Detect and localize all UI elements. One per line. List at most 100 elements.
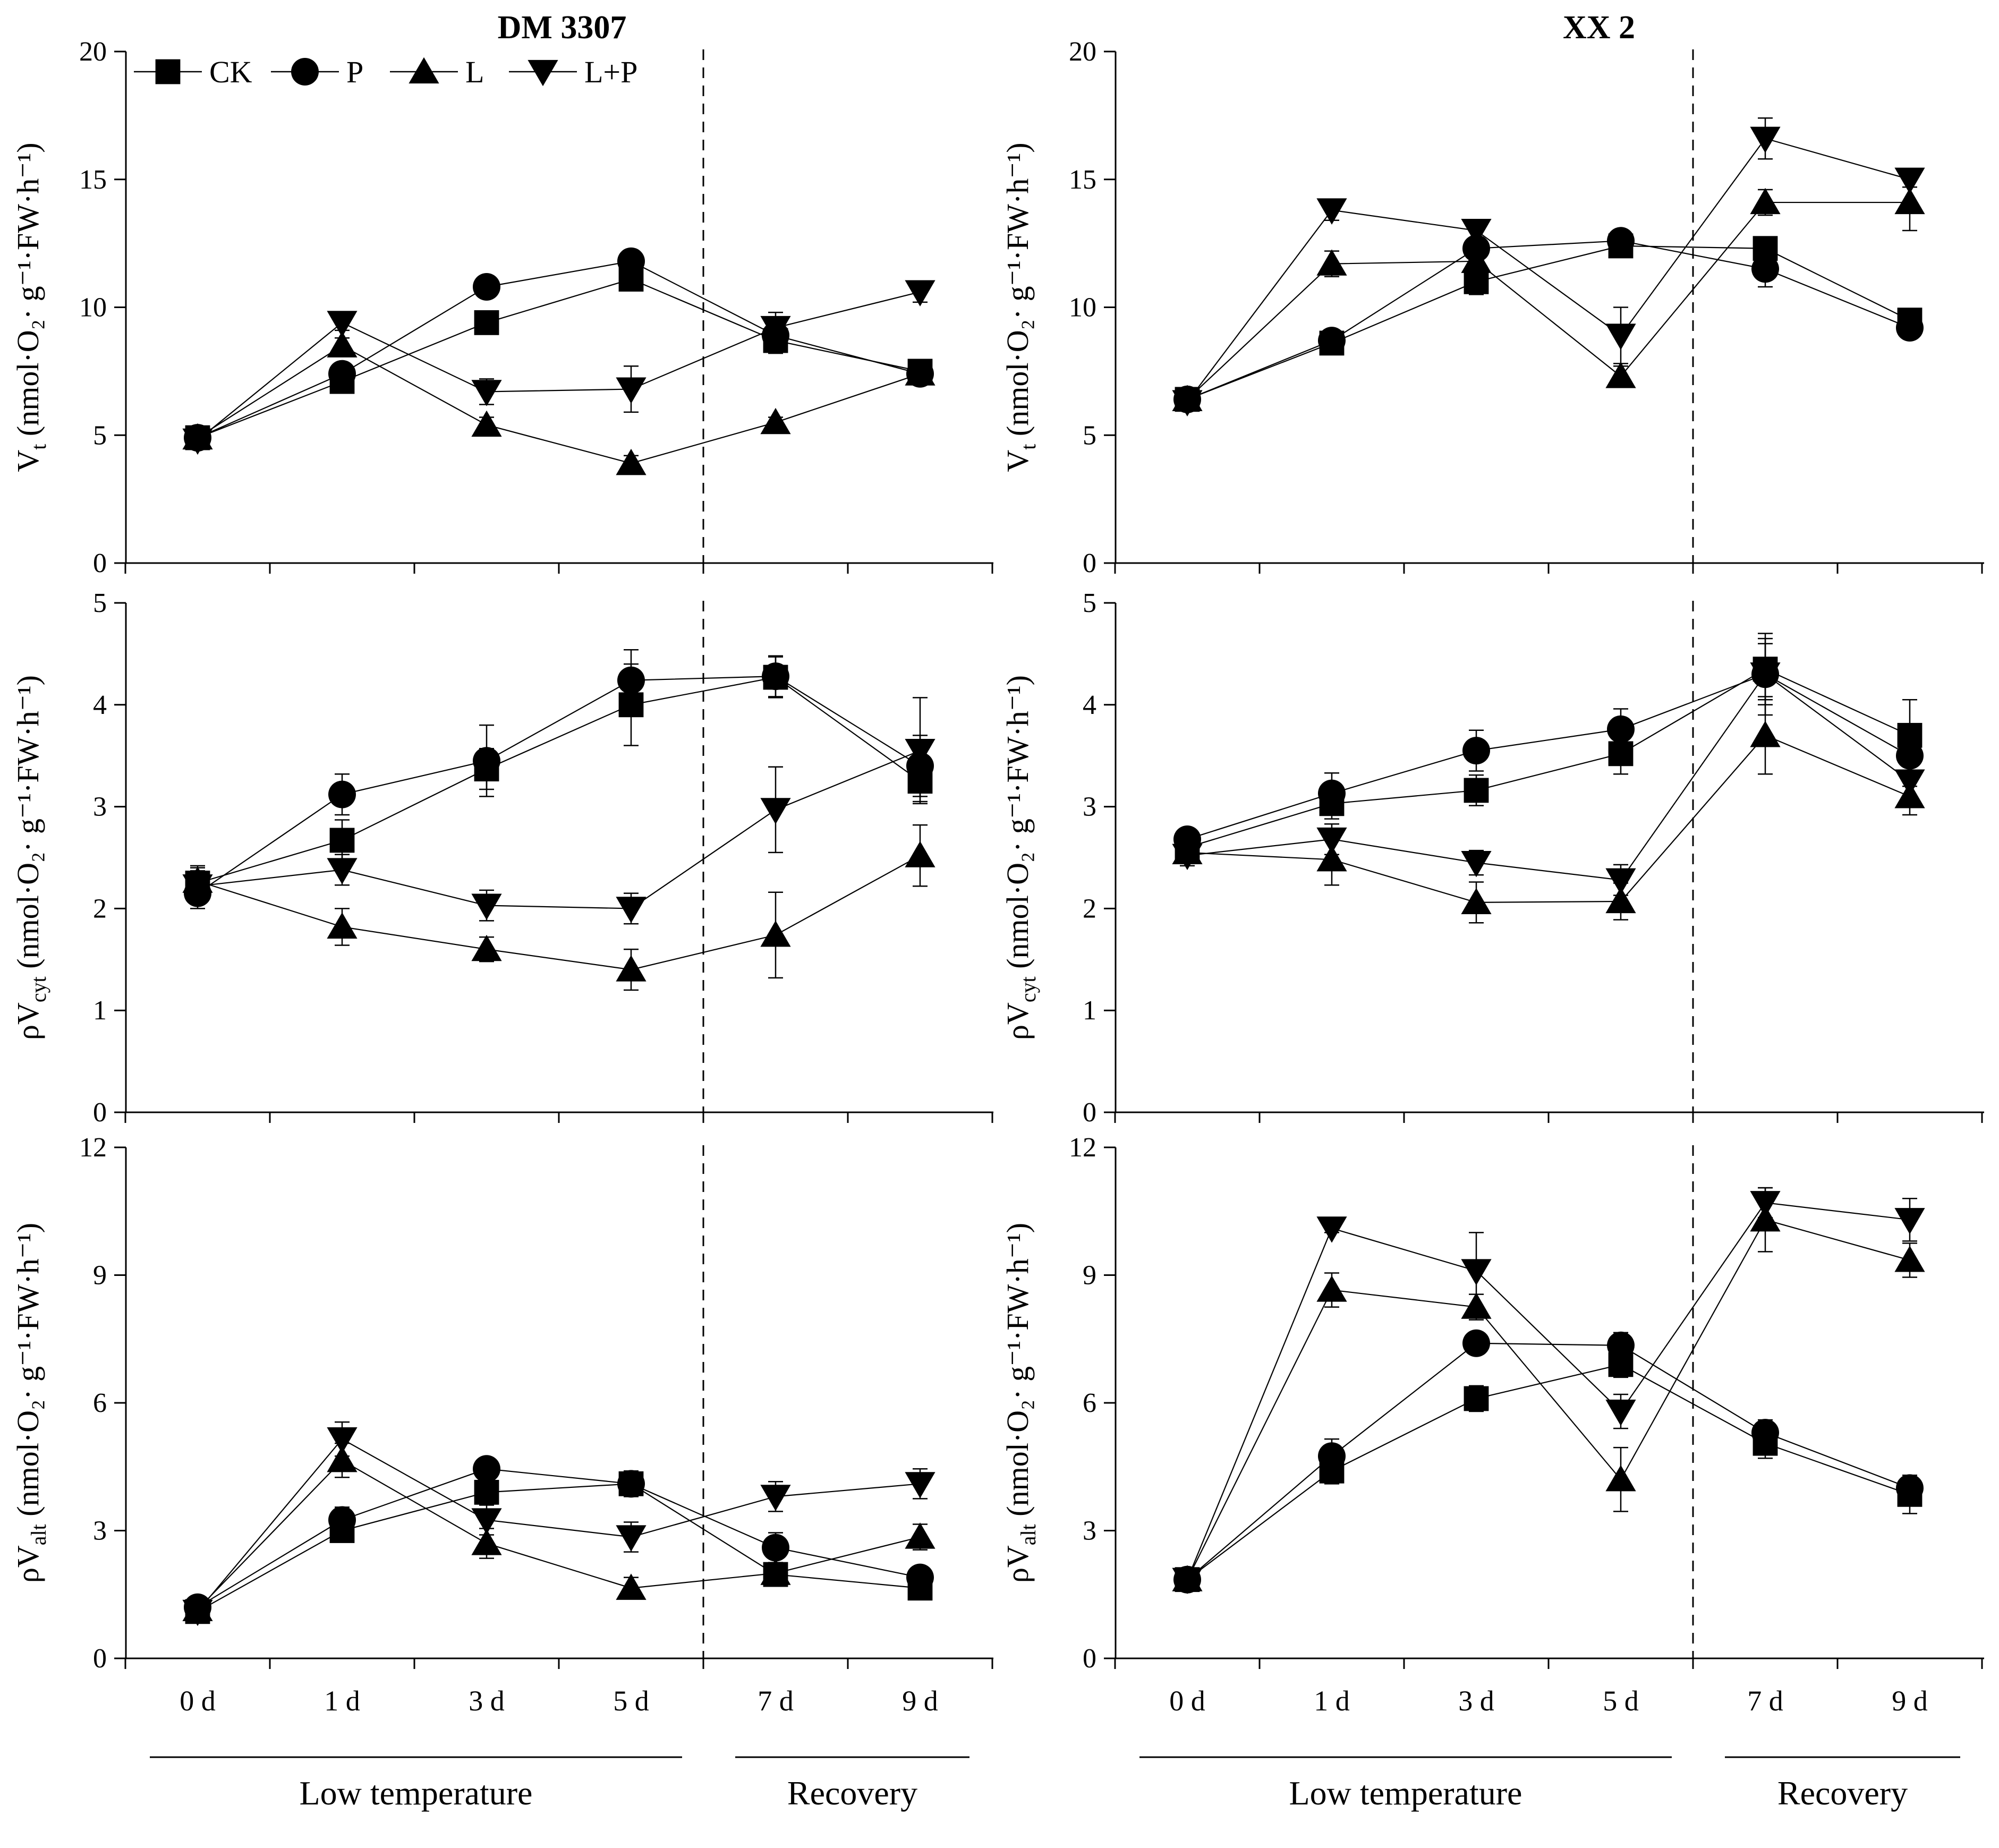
- legend-item-l: L: [390, 55, 484, 89]
- y-axis-title-base: V: [11, 450, 45, 472]
- series-line-p: [197, 260, 921, 439]
- data-point-l: [760, 920, 791, 947]
- series-ck: [1175, 233, 1923, 412]
- y-axis-title-subscript: t: [1016, 444, 1040, 450]
- y-tick-label: 2: [1083, 893, 1096, 924]
- data-point-l: [471, 410, 502, 437]
- x-tick-label: 7 d: [1747, 1685, 1783, 1717]
- y-tick-label: 0: [93, 1643, 107, 1674]
- period-label-low-temperature: Low temperature: [300, 1774, 533, 1812]
- data-point-p: [328, 1506, 356, 1534]
- series-ck: [185, 656, 933, 899]
- data-point-p: [1462, 1329, 1490, 1357]
- data-point-p: [1896, 314, 1924, 342]
- data-point-l-plus-p: [327, 858, 358, 884]
- series-line-l-plus-p: [197, 750, 921, 909]
- series-p: [1173, 1329, 1924, 1594]
- data-point-l-plus-p: [182, 1599, 213, 1626]
- y-tick-label: 4: [1083, 690, 1096, 720]
- data-point-l-plus-p: [1461, 1259, 1492, 1285]
- data-point-p: [617, 666, 645, 694]
- series-l-plus-p: [1172, 643, 1925, 896]
- x-tick-label: 1 d: [324, 1685, 360, 1717]
- series-l-plus-p: [182, 280, 935, 455]
- x-tick-label: 7 d: [758, 1685, 794, 1717]
- y-tick-label: 10: [1069, 293, 1096, 323]
- series-l: [1172, 696, 1925, 924]
- y-axis-title: ρValt (nmol·O₂· g⁻¹·FW·h⁻¹): [1000, 1223, 1040, 1583]
- series-line-l: [1187, 1219, 1910, 1580]
- data-point-p: [473, 272, 500, 301]
- series-line-l-plus-p: [1187, 138, 1910, 403]
- data-point-l-plus-p: [905, 1472, 935, 1498]
- data-point-l: [1461, 888, 1492, 914]
- y-tick-label: 6: [1083, 1388, 1096, 1418]
- data-point-l-plus-p: [1461, 218, 1492, 245]
- data-point-l: [760, 1559, 791, 1585]
- y-tick-label: 9: [93, 1261, 107, 1291]
- legend-marker-ck: [155, 59, 181, 84]
- data-point-l-plus-p: [327, 1427, 358, 1454]
- data-point-p: [328, 360, 356, 388]
- y-tick-label: 3: [1083, 1516, 1096, 1546]
- series-line-p: [1187, 1342, 1910, 1580]
- series-line-ck: [1187, 245, 1910, 400]
- data-point-l-plus-p: [182, 428, 213, 455]
- y-tick-label: 5: [1083, 420, 1096, 450]
- data-point-l-plus-p: [1750, 1191, 1781, 1217]
- data-point-l: [1750, 721, 1781, 747]
- series-p: [184, 649, 934, 909]
- data-point-l-plus-p: [1894, 1208, 1925, 1234]
- data-point-l-plus-p: [1894, 167, 1925, 194]
- data-point-ck: [474, 1479, 499, 1505]
- series-ck: [1175, 637, 1923, 860]
- series-l: [1172, 1187, 1925, 1591]
- y-tick-label: 0: [1083, 1097, 1096, 1128]
- y-axis-title: ρVcyt (nmol·O₂· g⁻¹·FW·h⁻¹): [11, 675, 50, 1040]
- y-axis-title-base: ρV: [1000, 1002, 1035, 1040]
- data-point-l-plus-p: [471, 380, 502, 406]
- y-tick-label: 3: [93, 792, 107, 822]
- data-point-p: [762, 662, 789, 691]
- data-point-l-plus-p: [760, 316, 791, 343]
- legend-marker-p: [291, 58, 319, 86]
- y-tick-label: 5: [93, 588, 107, 618]
- series-p: [184, 1455, 934, 1621]
- y-tick-label: 0: [1083, 1643, 1096, 1674]
- data-point-p: [617, 1470, 645, 1498]
- series-l: [182, 331, 935, 475]
- data-point-l: [1894, 188, 1925, 215]
- data-point-l: [327, 1445, 358, 1472]
- series-l-plus-p: [1172, 1187, 1925, 1594]
- data-point-l-plus-p: [1172, 844, 1203, 870]
- data-point-l: [327, 331, 358, 357]
- panel-dm3307-row-0: 0 5 10 15 20 Vt (nmol·O₂· g⁻¹·FW·h⁻¹) DM 3307: [11, 10, 993, 578]
- y-tick-label: 12: [1069, 1132, 1096, 1163]
- series-line-l-plus-p: [197, 1438, 921, 1612]
- data-point-ck: [329, 828, 355, 853]
- data-point-p: [1318, 1442, 1346, 1470]
- y-axis-title-base: ρV: [11, 1002, 45, 1040]
- y-tick-label: 3: [1083, 792, 1096, 822]
- y-tick-label: 15: [1069, 165, 1096, 195]
- data-point-l: [1316, 845, 1347, 872]
- data-point-p: [1751, 255, 1779, 283]
- data-point-l: [905, 1522, 935, 1549]
- data-point-p: [1318, 327, 1346, 355]
- data-point-p: [1462, 737, 1490, 765]
- y-axis-title-base: V: [1000, 450, 1035, 472]
- data-point-l-plus-p: [1894, 769, 1925, 796]
- series-line-l-plus-p: [1187, 673, 1910, 881]
- panel-xx2-row-1: 0 1 2 3 4 5 ρVcyt (nmol·O₂· g⁻¹·FW·h⁻¹): [1000, 588, 1984, 1128]
- data-point-l-plus-p: [471, 1508, 502, 1535]
- y-tick-label: 9: [1083, 1261, 1096, 1291]
- y-tick-label: 20: [79, 37, 107, 67]
- data-point-l-plus-p: [471, 893, 502, 920]
- data-point-l: [616, 955, 647, 982]
- x-tick-label: 1 d: [1314, 1685, 1350, 1717]
- data-point-ck: [1464, 778, 1489, 803]
- panel-dm3307-row-1: 0 1 2 3 4 5 ρVcyt (nmol·O₂· g⁻¹·FW·h⁻¹): [11, 588, 993, 1128]
- data-point-l-plus-p: [1461, 850, 1492, 878]
- legend: CK P L L+P: [134, 55, 637, 89]
- y-axis-title-base: ρV: [1000, 1545, 1035, 1583]
